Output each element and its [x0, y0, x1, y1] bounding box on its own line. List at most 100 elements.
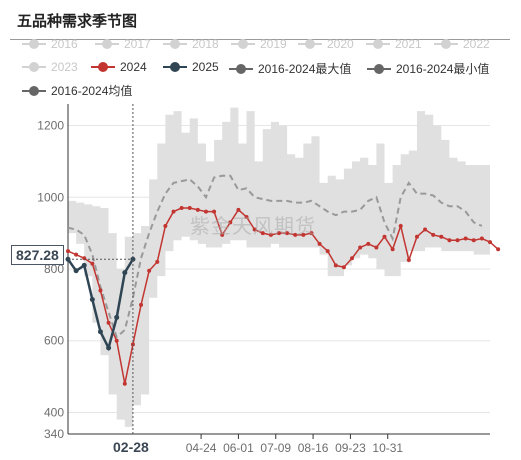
legend-marker: [373, 39, 383, 49]
legend-item[interactable]: 2025: [163, 60, 219, 74]
point-2024: [317, 241, 322, 246]
legend-label: 2020: [327, 37, 354, 51]
x-tick-label: 08-16: [298, 441, 329, 455]
y-tick-label: 400: [44, 405, 64, 419]
point-2024: [382, 234, 387, 239]
legend-swatch: [298, 39, 322, 49]
point-2024: [277, 231, 281, 236]
legend-marker: [29, 85, 39, 96]
legend-label: 2016-2024最小值: [396, 62, 490, 76]
point-2024: [171, 209, 176, 214]
point-2024: [139, 302, 144, 307]
point-2024: [203, 209, 208, 214]
point-2024: [488, 240, 492, 245]
legend-item[interactable]: 2020: [298, 37, 354, 51]
legend-marker: [102, 39, 112, 49]
x-tick-label: 04-24: [186, 441, 217, 455]
legend-label: 2016-2024均值: [51, 84, 133, 98]
x-tick-label: 06-01: [223, 441, 254, 455]
point-2024: [358, 245, 363, 250]
point-2024: [496, 247, 501, 252]
point-2024: [479, 236, 484, 241]
chart-title: 五品种需求季节图: [17, 12, 138, 30]
legend-swatch: [231, 39, 255, 49]
legend-marker: [238, 39, 248, 49]
legend-swatch: [434, 39, 458, 49]
y-tick-label: 1200: [37, 119, 64, 133]
legend-label: 2023: [51, 60, 78, 74]
legend-label: 2021: [395, 37, 422, 51]
y-tick-label: 800: [44, 262, 64, 276]
legend-item[interactable]: 2016-2024均值: [22, 82, 132, 99]
legend-swatch: [367, 63, 391, 74]
point-2024: [463, 236, 468, 241]
point-2024: [414, 234, 419, 239]
point-2024: [398, 223, 403, 228]
point-2024: [455, 238, 460, 243]
point-2024: [390, 247, 395, 252]
legend-label: 2022: [463, 37, 490, 51]
legend-item[interactable]: 2021: [366, 37, 422, 51]
legend-item[interactable]: 2016: [22, 37, 78, 51]
point-2024: [147, 268, 152, 273]
legend-item[interactable]: 2018: [163, 37, 219, 51]
point-2024: [341, 265, 346, 270]
legend-item[interactable]: 2017: [95, 37, 151, 51]
point-2025: [106, 345, 112, 351]
legend-swatch: [22, 62, 46, 72]
point-2025: [81, 262, 87, 268]
point-2024: [228, 220, 233, 225]
legend-swatch: [163, 62, 187, 72]
y-axis-pointer-label: 827.28: [11, 245, 64, 265]
point-2024: [195, 207, 200, 212]
min-max-band: [68, 107, 490, 427]
y-tick-label: 1000: [37, 190, 64, 204]
legend-label: 2016-2024最大值: [258, 62, 352, 76]
legend-swatch: [229, 63, 253, 74]
point-2024: [74, 252, 79, 257]
point-2024: [244, 214, 249, 219]
point-2024: [268, 232, 273, 237]
legend-swatch: [366, 39, 390, 49]
legend-marker: [374, 63, 384, 74]
legend-swatch: [163, 39, 187, 49]
y-tick-label: 340: [44, 427, 64, 441]
point-2025: [97, 329, 103, 335]
point-2024: [366, 241, 371, 246]
point-2024: [285, 231, 290, 236]
point-2024: [252, 227, 257, 232]
point-2025: [114, 314, 120, 320]
legend-item[interactable]: 2022: [434, 37, 490, 51]
point-2024: [301, 232, 306, 237]
legend-label: 2018: [192, 37, 219, 51]
legend-item[interactable]: 2024: [91, 60, 147, 74]
point-2024: [447, 238, 452, 243]
point-2024: [350, 256, 355, 261]
legend-item[interactable]: 2019: [231, 37, 287, 51]
point-2024: [90, 261, 95, 266]
legend-marker: [170, 62, 180, 72]
point-2024: [325, 249, 330, 254]
point-2024: [309, 231, 314, 236]
point-2024: [114, 338, 119, 343]
legend-swatch: [91, 62, 115, 72]
point-2024: [439, 234, 444, 239]
legend-item[interactable]: 2016-2024最大值: [229, 60, 351, 77]
legend-label: 2024: [120, 60, 147, 74]
legend-marker: [305, 39, 315, 49]
point-2024: [471, 238, 476, 243]
legend-item[interactable]: 2023: [22, 60, 78, 74]
point-2024: [333, 263, 338, 268]
point-2024: [220, 232, 225, 237]
point-2025: [89, 296, 95, 302]
x-tick-label: 09-23: [335, 441, 366, 455]
point-2024: [260, 231, 265, 236]
legend-marker: [170, 39, 180, 49]
legend: 2016 2017 2018 2019 2020 2021 2022 2023 2024 2025…: [0, 0, 521, 110]
legend-marker: [98, 62, 108, 72]
point-2025: [122, 270, 128, 276]
point-2024: [155, 259, 160, 264]
legend-marker: [29, 62, 39, 72]
legend-label: 2016: [51, 37, 78, 51]
legend-item[interactable]: 2016-2024最小值: [367, 60, 489, 77]
